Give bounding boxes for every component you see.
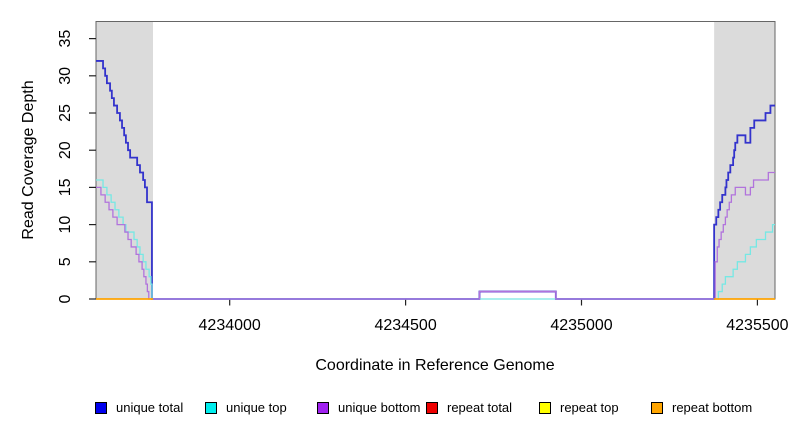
legend-swatch-unique-top: [205, 401, 217, 414]
left-repeat-region: [96, 21, 153, 299]
legend-label: repeat top: [560, 400, 619, 415]
x-tick-label: 4234500: [374, 317, 436, 334]
legend-label: repeat total: [447, 400, 513, 415]
legend-item-unique-top: unique top: [205, 400, 287, 415]
y-tick-label: 25: [57, 104, 74, 122]
legend-item-unique-bottom: unique bottom: [317, 400, 420, 415]
legend-label: unique top: [226, 400, 287, 415]
series-unique-top: [96, 179, 775, 300]
legend-swatch-repeat-top: [539, 401, 551, 414]
y-tick-label: 15: [57, 178, 74, 196]
x-axis-label: Coordinate in Reference Genome: [315, 357, 555, 374]
legend-label: unique bottom: [338, 400, 421, 415]
y-tick-label: 10: [57, 216, 74, 234]
plot-border: [95, 21, 776, 300]
y-tick-label: 30: [57, 67, 74, 85]
y-tick-label: 35: [57, 30, 74, 48]
y-tick-label: 0: [57, 294, 74, 303]
legend-swatch-unique-bottom: [317, 401, 329, 414]
legend-item-repeat-bottom: repeat bottom: [651, 400, 752, 415]
x-tick-label: 4235000: [550, 317, 612, 334]
legend-item-repeat-top: repeat top: [539, 400, 619, 415]
series-unique-bottom: [96, 171, 775, 300]
y-tick-label: 20: [57, 141, 74, 159]
y-axis-label: Read Coverage Depth: [20, 80, 37, 240]
series-unique-total: [96, 60, 775, 300]
x-tick-label: 4235500: [726, 317, 788, 334]
right-repeat-region: [714, 21, 775, 299]
y-tick-label: 5: [57, 257, 74, 266]
legend-item-repeat-total: repeat total: [426, 400, 512, 415]
legend-swatch-repeat-total: [426, 401, 438, 414]
x-tick-label: 4234000: [199, 317, 261, 334]
legend-swatch-unique-total: [95, 401, 107, 414]
legend-label: unique total: [116, 400, 184, 415]
legend-label: repeat bottom: [672, 400, 753, 415]
legend-swatch-repeat-bottom: [651, 401, 663, 414]
legend-item-unique-total: unique total: [95, 400, 183, 415]
